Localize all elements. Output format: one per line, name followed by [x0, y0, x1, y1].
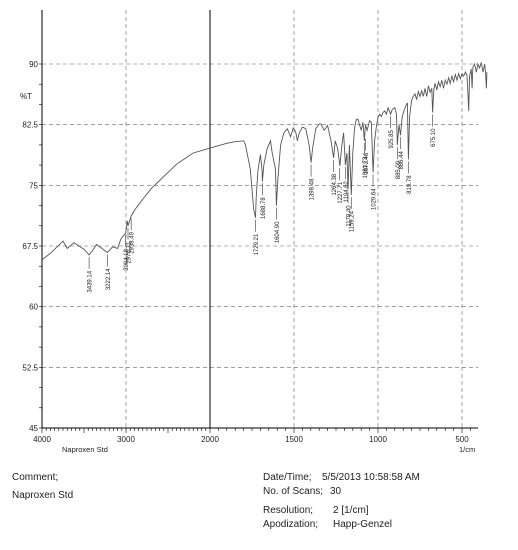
y-tick-label: 60	[29, 303, 38, 312]
y-axis-label: %T	[20, 92, 32, 101]
x-tick-label: 3000	[117, 435, 135, 444]
peak-label: 1604.90	[275, 221, 281, 243]
peak-label: 819.78	[407, 175, 413, 194]
peak-label: 1159.24	[350, 210, 356, 232]
y-tick-label: 75	[29, 181, 38, 190]
peak-label: 1029.64	[372, 188, 378, 210]
peak-label: 3439.14	[88, 270, 94, 292]
scans-label: No. of Scans;	[263, 486, 324, 497]
peak-label: 1227.71	[338, 181, 344, 203]
comment-label: Comment;	[12, 472, 59, 483]
peak-label: 675.10	[431, 128, 437, 147]
resolution-value: 2 [1/cm]	[333, 505, 369, 516]
date-value: 5/5/2013 10:58:58 AM	[322, 472, 420, 483]
peak-label: 1081.73	[363, 156, 369, 178]
ir-spectrum-chart: 90 82.5 75 67.5 60 52.5 45 4000 3000 2000 1500 1000…	[20, 10, 488, 454]
peak-label: 2938.49	[130, 231, 136, 253]
apodization-label: Apodization;	[263, 519, 319, 530]
x-tick-label: 500	[455, 435, 469, 444]
x-tick-label: 4000	[33, 435, 51, 444]
date-label: Date/Time;	[263, 472, 312, 483]
peak-label: 1688.78	[261, 197, 267, 219]
y-tick-label: 90	[29, 60, 38, 69]
tick-labels: 90 82.5 75 67.5 60 52.5 45 4000 3000 2000 1500 1000…	[22, 60, 469, 444]
peak-label: 925.85	[389, 129, 395, 148]
comment-value: Naproxen Std	[12, 490, 74, 501]
y-tick-label: 82.5	[22, 121, 38, 130]
y-tick-label: 52.5	[22, 363, 38, 372]
peak-label: 1398.48	[310, 178, 316, 200]
peak-label: 1178.40	[347, 205, 353, 227]
resolution-label: Resolution;	[263, 505, 314, 516]
peak-label: 1264.38	[332, 173, 338, 195]
peak-label: 866.44	[399, 151, 405, 170]
peak-label: 3004.18	[124, 248, 130, 270]
peak-label: 1073.46	[364, 152, 370, 174]
axes	[39, 10, 478, 433]
apodization-value: Happ-Genzel	[333, 519, 392, 530]
y-tick-label: 67.5	[22, 242, 38, 251]
y-tick-label: 45	[29, 424, 38, 433]
x-tick-label: 1500	[285, 435, 303, 444]
sample-label: Naproxen Std	[62, 445, 108, 454]
x-axis-unit: 1/cm	[459, 445, 475, 454]
spectrum-line	[41, 62, 488, 261]
x-tick-label: 1000	[369, 435, 387, 444]
peak-label: 2976.21	[126, 241, 132, 263]
scans-value: 30	[330, 486, 342, 497]
peak-label: 1194.62	[344, 180, 350, 202]
peak-label: 1729.21	[254, 233, 260, 255]
x-tick-label: 2000	[201, 435, 219, 444]
peak-label: 3222.14	[106, 268, 112, 290]
peak-label: 885.09	[396, 160, 402, 179]
